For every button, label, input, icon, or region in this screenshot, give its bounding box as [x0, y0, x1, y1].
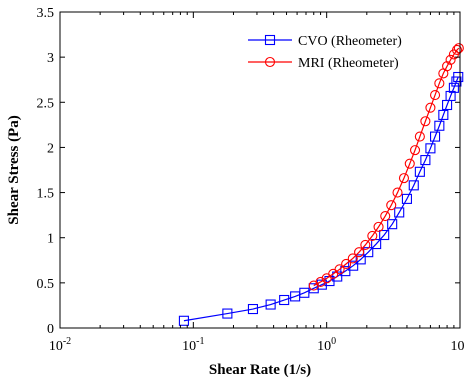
legend-label: CVO (Rheometer) — [298, 34, 402, 49]
x-tick-label: 10-1 — [182, 336, 204, 354]
data-point — [334, 264, 345, 275]
data-point — [354, 247, 365, 258]
data-point — [414, 131, 425, 142]
y-tick-label: 3.5 — [37, 6, 55, 21]
y-tick-label: 0.5 — [37, 277, 55, 292]
x-axis-label: Shear Rate (1/s) — [209, 362, 311, 378]
data-point — [425, 102, 436, 113]
data-point — [398, 173, 410, 184]
data-point — [373, 221, 384, 232]
data-point — [451, 44, 463, 55]
x-tick-label: 100 — [317, 336, 336, 354]
series-line — [183, 76, 459, 322]
data-point — [347, 253, 358, 264]
series-line — [313, 47, 460, 287]
data-point — [430, 131, 441, 142]
series-2 — [308, 43, 464, 291]
x-tick-label: 10-2 — [49, 336, 71, 354]
data-point — [409, 145, 421, 156]
data-point — [265, 299, 276, 310]
data-point — [308, 283, 319, 294]
data-point — [380, 210, 391, 222]
data-point — [401, 193, 412, 204]
data-point — [355, 254, 366, 265]
data-point — [453, 71, 464, 83]
data-point — [371, 238, 382, 250]
data-point — [178, 315, 189, 326]
y-tick-label: 1 — [47, 232, 54, 247]
data-point — [386, 200, 397, 211]
data-point — [445, 54, 456, 65]
x-tick-label: 101 — [451, 336, 464, 354]
data-point — [414, 166, 425, 177]
y-tick-label: 2 — [47, 141, 54, 156]
plot-frame — [59, 11, 461, 329]
data-point — [387, 219, 398, 230]
data-point — [420, 155, 431, 166]
ticks-layer: 0 0.5 1 1.5 2 2.5 3 3.5 10-2 10-1 100 101 — [37, 6, 464, 354]
data-point — [434, 78, 445, 89]
legend: CVO (Rheometer) MRI (Rheometer) — [248, 34, 402, 71]
data-point — [367, 230, 378, 241]
data-point — [264, 34, 276, 46]
data-point — [340, 266, 351, 277]
legend-item: MRI (Rheometer) — [248, 56, 399, 71]
data-point — [315, 276, 326, 288]
data-point — [445, 90, 456, 102]
legend-label: MRI (Rheometer) — [298, 56, 399, 71]
data-point — [360, 239, 371, 250]
data-point — [448, 82, 459, 93]
data-point — [425, 143, 436, 154]
data-point — [453, 43, 464, 54]
data-point — [394, 207, 405, 218]
data-point — [442, 61, 453, 72]
data-point — [279, 294, 290, 306]
series-1 — [178, 71, 464, 326]
data-point — [404, 158, 415, 169]
y-tick-label: 3 — [47, 51, 54, 66]
data-point — [222, 308, 233, 319]
y-tick-label: 1.5 — [37, 187, 55, 202]
data-point — [408, 180, 419, 191]
data-point — [434, 120, 445, 131]
y-tick-label: 2.5 — [37, 96, 55, 111]
legend-item: CVO (Rheometer) — [248, 34, 402, 49]
data-point — [341, 258, 352, 269]
data-point — [247, 303, 259, 315]
data-point — [379, 229, 390, 241]
data-point — [392, 187, 403, 198]
data-point — [348, 260, 359, 271]
y-axis-label: Shear Stress (Pa) — [6, 115, 22, 224]
series-layer — [178, 43, 464, 326]
data-point — [438, 109, 449, 120]
data-point — [420, 116, 431, 127]
data-point — [264, 56, 276, 68]
data-point — [430, 90, 441, 101]
y-tick-label: 0 — [47, 322, 54, 337]
